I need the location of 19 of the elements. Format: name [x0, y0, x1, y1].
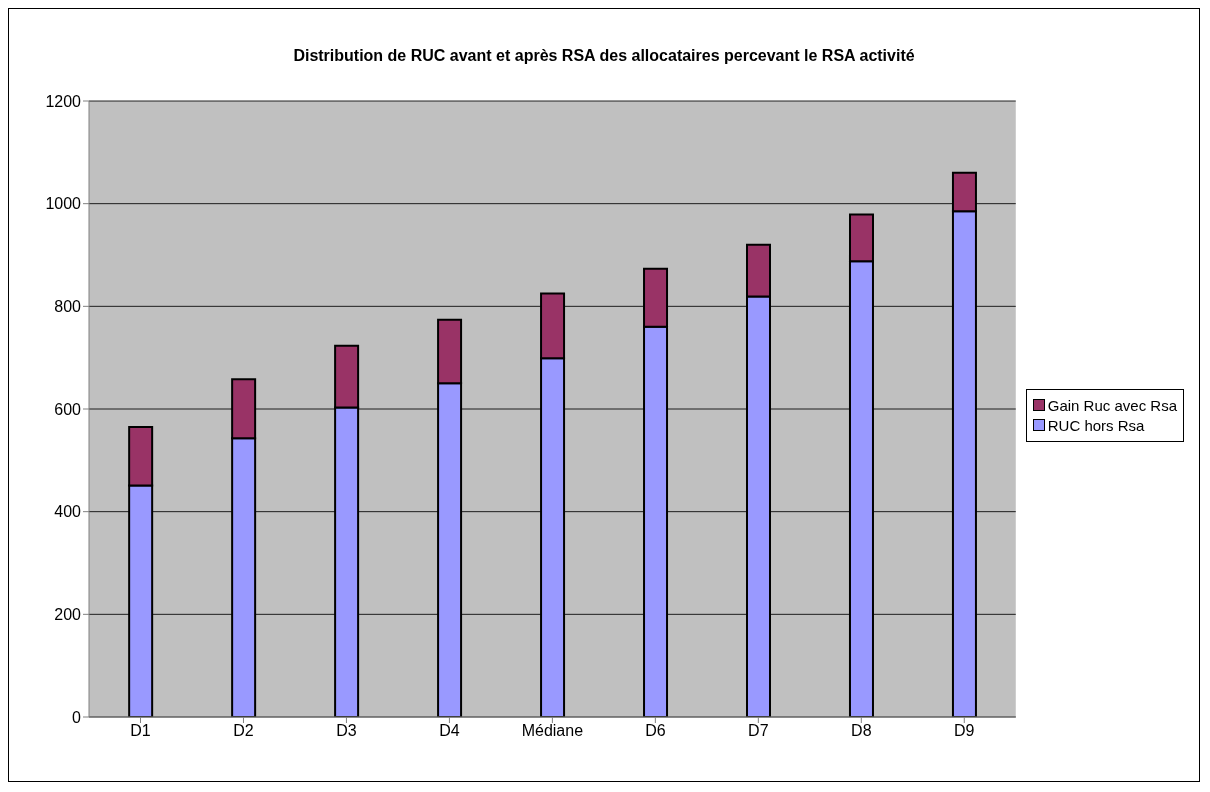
x-tick-label: D6: [645, 722, 666, 740]
x-tick-label: D4: [439, 722, 460, 740]
x-tick-label: D7: [748, 722, 769, 740]
y-tick-label: 0: [72, 708, 82, 726]
x-tick-label: D8: [851, 722, 872, 740]
chart-title: Distribution de RUC avant et après RSA des allocataires percevant le RSA activité: [292, 47, 916, 65]
legend-label: RUC hors Rsa: [1047, 416, 1145, 434]
x-tick-label: D3: [336, 722, 357, 740]
y-tick-label: 400: [54, 503, 82, 521]
x-tick-label: D9: [954, 722, 975, 740]
y-tick-label: 1000: [45, 195, 82, 213]
y-tick-label: 200: [54, 606, 82, 624]
y-tick-label: 1200: [45, 92, 82, 110]
legend-label: Gain Ruc avec Rsa: [1047, 396, 1177, 414]
x-tick-label: D1: [130, 722, 151, 740]
y-tick-label: 800: [54, 298, 82, 316]
x-tick-label: D2: [233, 722, 254, 740]
y-tick-label: 600: [54, 400, 82, 418]
x-tick-label: Médiane: [521, 722, 584, 740]
